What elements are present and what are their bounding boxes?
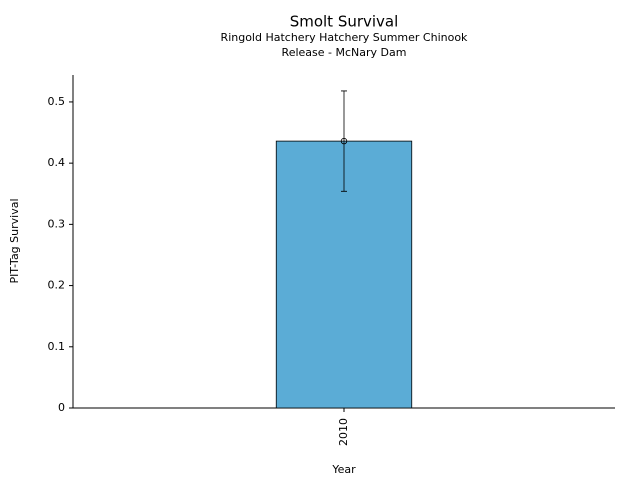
y-tick-label: 0 xyxy=(58,401,65,414)
point-marker xyxy=(340,137,348,145)
chart-title: Smolt Survival xyxy=(290,13,399,31)
x-axis-label: Year xyxy=(331,463,356,476)
y-tick-label: 0.5 xyxy=(48,95,66,108)
y-tick-label: 0.2 xyxy=(48,279,66,292)
error-bar xyxy=(341,90,347,192)
chart-subtitle: Release - McNary Dam xyxy=(282,46,407,59)
y-axis-label: PIT-Tag Survival xyxy=(8,198,21,283)
y-tick-label: 0.4 xyxy=(48,156,66,169)
x-tick-label: 2010 xyxy=(337,418,350,446)
y-tick-label: 0.3 xyxy=(48,217,66,230)
y-tick-label: 0.1 xyxy=(48,340,66,353)
chart-subtitle: Ringold Hatchery Hatchery Summer Chinook xyxy=(221,31,469,44)
